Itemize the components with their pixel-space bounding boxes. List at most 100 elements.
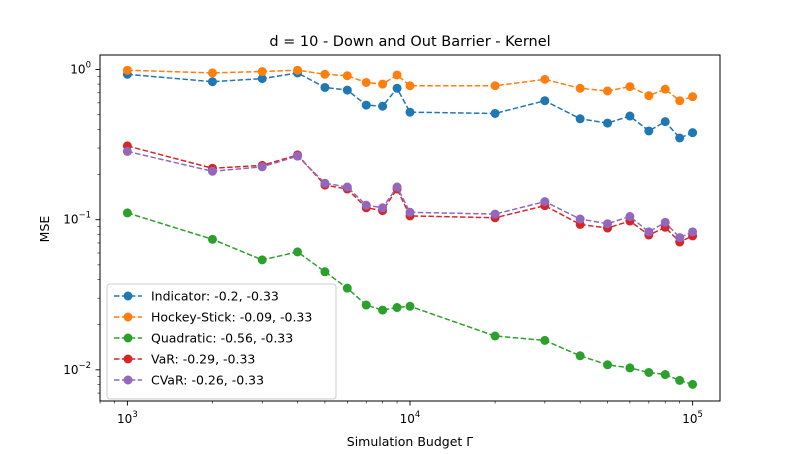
data-point xyxy=(644,227,654,237)
legend-marker xyxy=(123,312,133,322)
data-point xyxy=(405,207,415,217)
series-0 xyxy=(122,68,698,143)
data-point xyxy=(644,91,654,101)
data-point xyxy=(540,74,550,84)
y-tick-label: 100 xyxy=(70,61,91,77)
data-point xyxy=(603,86,613,96)
data-point xyxy=(660,217,670,227)
chart-title: d = 10 - Down and Out Barrier - Kernel xyxy=(269,34,550,50)
data-point xyxy=(688,128,698,138)
series-4 xyxy=(122,146,698,243)
legend-marker xyxy=(123,375,133,385)
x-tick-label: 105 xyxy=(682,410,703,426)
data-point xyxy=(490,108,500,118)
data-point xyxy=(490,81,500,91)
data-point xyxy=(603,360,613,370)
series-3 xyxy=(122,141,698,247)
data-point xyxy=(257,162,267,172)
data-point xyxy=(257,74,267,84)
data-point xyxy=(392,83,402,93)
data-point xyxy=(361,100,371,110)
data-point xyxy=(320,267,330,277)
data-point xyxy=(361,200,371,210)
data-point xyxy=(378,101,388,111)
data-point xyxy=(688,92,698,102)
data-point xyxy=(293,151,303,161)
legend-label: CVaR: -0.26, -0.33 xyxy=(151,373,264,388)
data-point xyxy=(342,71,352,81)
data-point xyxy=(660,117,670,127)
axis-ticks: 103 104 105 10−2 10−1 100 xyxy=(63,61,703,426)
data-point xyxy=(207,166,217,176)
legend-marker xyxy=(123,354,133,364)
data-point xyxy=(625,212,635,222)
data-point xyxy=(405,301,415,311)
data-point xyxy=(378,79,388,89)
data-point xyxy=(392,182,402,192)
legend-item: Indicator: -0.2, -0.33 xyxy=(114,289,279,304)
data-point xyxy=(320,82,330,92)
legend-box xyxy=(106,283,337,400)
data-point xyxy=(575,214,585,224)
data-point xyxy=(675,233,685,243)
data-point xyxy=(688,227,698,237)
data-point xyxy=(675,96,685,106)
legend: Indicator: -0.2, -0.33 Hockey-Stick: -0.0… xyxy=(106,283,337,400)
data-point xyxy=(122,208,132,218)
legend-item: CVaR: -0.26, -0.33 xyxy=(114,373,264,388)
y-tick-label: 10−1 xyxy=(63,211,91,227)
legend-marker xyxy=(123,333,133,343)
data-point xyxy=(575,351,585,361)
data-point xyxy=(361,300,371,310)
data-point xyxy=(361,77,371,87)
series-2 xyxy=(122,208,698,389)
legend-label: VaR: -0.29, -0.33 xyxy=(151,352,255,367)
legend-label: Quadratic: -0.56, -0.33 xyxy=(151,331,293,346)
data-point xyxy=(392,303,402,313)
data-point xyxy=(603,219,613,229)
data-point xyxy=(257,255,267,265)
data-point xyxy=(660,370,670,380)
data-point xyxy=(207,234,217,244)
legend-label: Hockey-Stick: -0.09, -0.33 xyxy=(151,310,312,325)
data-point xyxy=(625,363,635,373)
data-point xyxy=(378,203,388,213)
data-point xyxy=(490,331,500,341)
y-tick-label: 10−2 xyxy=(63,361,91,377)
data-point xyxy=(688,379,698,389)
legend-label: Indicator: -0.2, -0.33 xyxy=(151,289,279,304)
data-point xyxy=(405,107,415,117)
data-point xyxy=(660,84,670,94)
data-point xyxy=(540,96,550,106)
data-point xyxy=(644,367,654,377)
data-point xyxy=(320,69,330,79)
data-point xyxy=(575,114,585,124)
y-axis-label: MSE xyxy=(37,216,52,243)
data-point xyxy=(207,68,217,78)
data-point xyxy=(257,67,267,77)
data-point xyxy=(293,247,303,257)
data-point xyxy=(603,118,613,128)
data-point xyxy=(122,146,132,156)
data-point xyxy=(625,111,635,121)
data-point xyxy=(293,65,303,75)
data-point xyxy=(378,305,388,315)
data-point xyxy=(122,65,132,75)
data-point xyxy=(575,83,585,93)
data-point xyxy=(320,178,330,188)
data-point xyxy=(625,82,635,92)
data-point xyxy=(675,133,685,143)
data-point xyxy=(207,77,217,87)
data-point xyxy=(342,85,352,95)
data-point xyxy=(490,209,500,219)
x-axis-label: Simulation Budget Γ xyxy=(347,434,473,449)
legend-item: Hockey-Stick: -0.09, -0.33 xyxy=(114,310,312,325)
data-point xyxy=(405,81,415,91)
data-point xyxy=(392,70,402,80)
legend-item: VaR: -0.29, -0.33 xyxy=(114,352,255,367)
data-point xyxy=(342,182,352,192)
series-1 xyxy=(122,65,698,106)
data-point xyxy=(342,283,352,293)
